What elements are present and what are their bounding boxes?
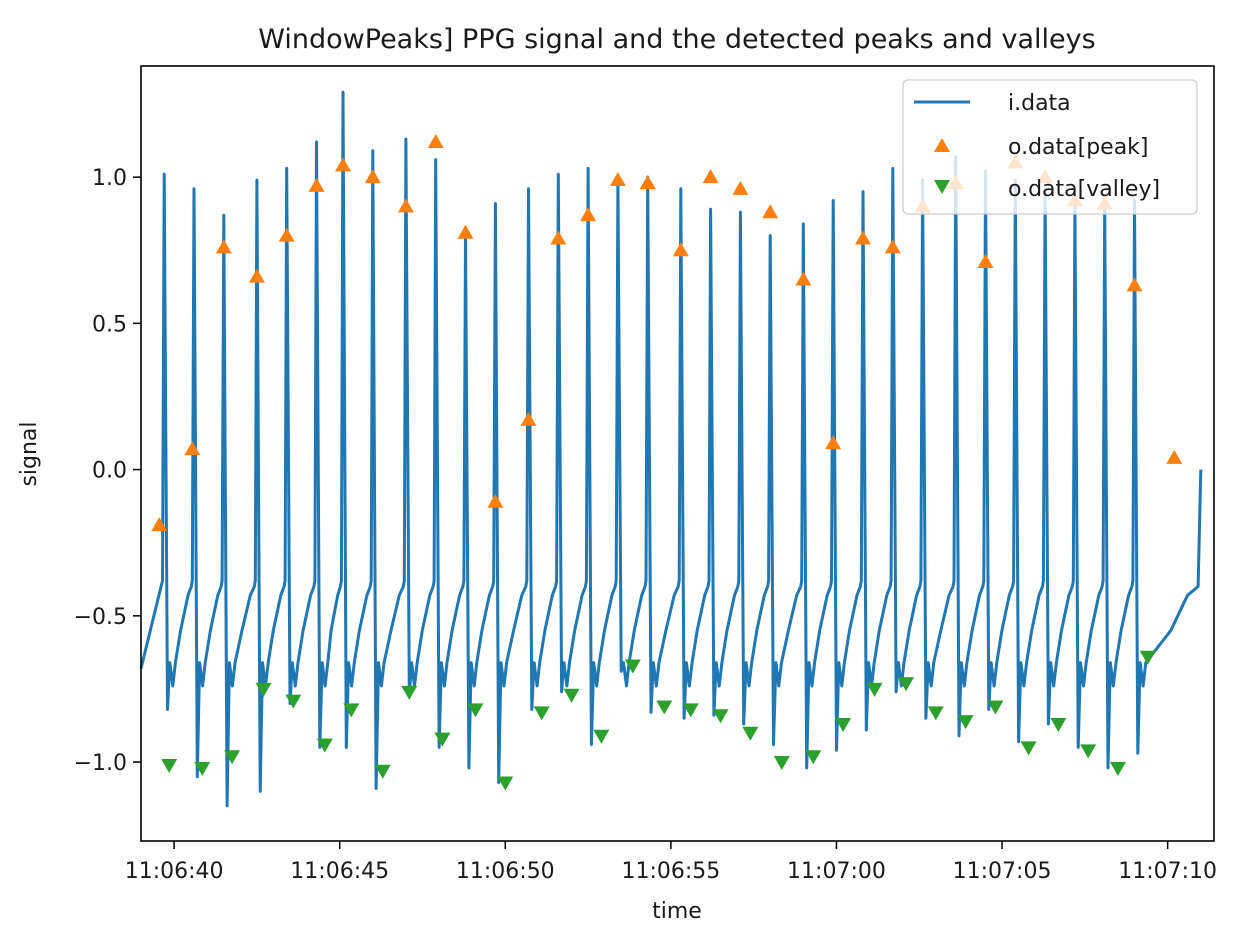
legend-peak-marker [934, 138, 950, 152]
peak-marker [335, 157, 352, 172]
peak-marker [580, 207, 597, 222]
plot-area [139, 90, 1203, 808]
y-tick-label: 0.0 [92, 459, 127, 484]
peak-marker [732, 180, 749, 195]
valley-marker [656, 700, 673, 715]
valley-marker [957, 715, 974, 730]
valley-marker [467, 703, 484, 718]
valley-marker [401, 685, 418, 700]
x-tick-label: 11:07:05 [953, 859, 1052, 884]
y-tick-label: 1.0 [92, 166, 127, 191]
peak-marker [457, 224, 474, 239]
valley-marker [1080, 744, 1097, 759]
peak-marker [1126, 277, 1143, 292]
peak-marker [151, 517, 168, 532]
peak-marker [427, 134, 444, 149]
valley-marker [255, 682, 272, 697]
signal-line [139, 90, 1203, 808]
peak-marker [550, 230, 567, 245]
peak-marker [278, 227, 295, 242]
peak-marker [248, 268, 265, 283]
valley-marker [374, 764, 391, 779]
valley-marker [927, 706, 944, 721]
peak-marker [884, 239, 901, 254]
valley-marker [1050, 718, 1067, 733]
valley-marker [194, 761, 211, 776]
peak-marker [520, 411, 537, 426]
valley-marker [682, 703, 699, 718]
valley-marker [898, 677, 915, 692]
x-tick-label: 11:07:10 [1118, 859, 1217, 884]
axes-frame [140, 65, 1215, 842]
valley-marker [773, 756, 790, 771]
peak-marker [184, 441, 201, 456]
peak-marker [795, 271, 812, 286]
peak-marker [762, 204, 779, 219]
valley-marker [1139, 650, 1156, 665]
valley-marker [563, 688, 580, 703]
legend-label-peak: o.data[peak] [1008, 135, 1149, 160]
peak-marker [487, 493, 504, 508]
peak-marker [1166, 449, 1183, 464]
legend-box [902, 79, 1198, 215]
valley-marker [1109, 761, 1126, 776]
peak-marker [215, 239, 232, 254]
peak-marker [397, 198, 414, 213]
x-tick-label: 11:06:40 [125, 859, 224, 884]
peak-marker [672, 242, 689, 257]
valley-marker [533, 706, 550, 721]
x-axis-label: time [652, 899, 702, 924]
valley-marker [835, 718, 852, 733]
valley-marker [343, 703, 360, 718]
x-tick-label: 11:07:00 [787, 859, 886, 884]
peak-marker [977, 253, 994, 268]
peak-marker [854, 230, 871, 245]
peak-marker [825, 435, 842, 450]
valley-marker [593, 729, 610, 744]
valley-marker [161, 758, 178, 773]
valley-marker [624, 659, 641, 674]
y-tick-label: 0.5 [92, 312, 127, 337]
y-tick-label: −0.5 [74, 605, 127, 630]
valley-marker [316, 738, 333, 753]
valley-marker [1020, 741, 1037, 756]
valley-marker [712, 709, 729, 724]
peak-marker [364, 169, 381, 184]
valley-marker [742, 726, 759, 741]
chart-title: WindowPeaks] PPG signal and the detected… [258, 24, 1095, 55]
y-axis-label: signal [17, 421, 42, 486]
axis-ticks: 11:06:40 11:06:45 11:06:50 11:06:55 11:07:00… [74, 166, 1217, 884]
legend: i.data o.data[peak] o.data[valley] [902, 79, 1198, 215]
peak-marker [308, 177, 325, 192]
valley-marker [224, 750, 241, 765]
y-tick-label: −1.0 [74, 751, 127, 776]
peak-marker [609, 172, 626, 187]
legend-label-data: i.data [1008, 91, 1071, 116]
valley-marker [434, 732, 451, 747]
valley-marker [497, 776, 514, 791]
valley-marker [285, 694, 302, 709]
valley-marker [866, 682, 883, 697]
x-tick-label: 11:06:45 [290, 859, 389, 884]
peak-marker [639, 174, 656, 189]
x-tick-label: 11:06:55 [621, 859, 720, 884]
valley-marker [805, 750, 822, 765]
x-tick-label: 11:06:50 [456, 859, 555, 884]
legend-valley-marker [934, 180, 950, 194]
valley-marker [987, 700, 1004, 715]
legend-label-valley: o.data[valley] [1008, 177, 1160, 202]
peak-marker [702, 169, 719, 184]
